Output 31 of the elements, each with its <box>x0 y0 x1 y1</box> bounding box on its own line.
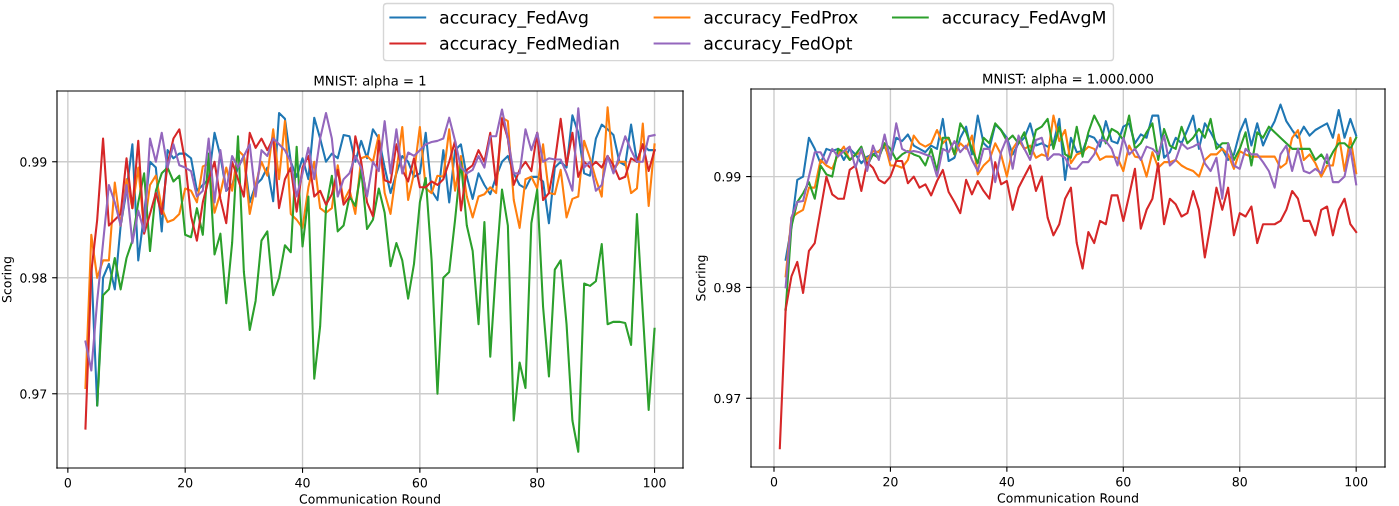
x-axis-title: Communication Round <box>299 493 440 504</box>
chart-title: MNIST: alpha = 1.000.000 <box>983 73 1154 87</box>
x-tick-label: 80 <box>1232 476 1247 487</box>
legend-label: accuracy_FedOpt <box>704 36 853 54</box>
chart-title: MNIST: alpha = 1 <box>314 75 426 89</box>
x-tick-label: 100 <box>643 477 666 488</box>
x-tick-label: 0 <box>64 477 71 488</box>
x-tick-label: 0 <box>770 476 778 487</box>
x-tick-label: 20 <box>178 477 193 488</box>
x-tick-label: 100 <box>1345 476 1368 487</box>
y-tick-label: 0.99 <box>20 157 47 167</box>
y-tick-label: 0.98 <box>20 273 47 283</box>
x-axis-title: Communication Round <box>997 492 1138 503</box>
line-series <box>778 160 1358 450</box>
x-tick-label: 40 <box>295 477 310 488</box>
line-series <box>784 103 1358 261</box>
x-tick-label: 40 <box>999 476 1014 487</box>
y-tick-label: 0.98 <box>714 282 741 293</box>
x-tick-label: 80 <box>530 477 545 488</box>
y-tick-label: 0.97 <box>714 393 741 404</box>
y-axis-title: Scoring <box>695 255 708 301</box>
legend-label: accuracy_FedAvg <box>440 10 588 28</box>
x-tick-label: 60 <box>1116 476 1131 487</box>
y-tick-label: 0.99 <box>714 172 741 182</box>
y-tick-label: 0.97 <box>20 389 47 399</box>
legend-label: accuracy_FedProx <box>704 10 858 28</box>
x-tick-label: 20 <box>883 476 898 487</box>
legend-label: accuracy_FedAvgM <box>942 10 1105 28</box>
legend-label: accuracy_FedMedian <box>440 36 619 54</box>
y-axis-title: Scoring <box>1 257 14 303</box>
x-tick-label: 60 <box>412 477 427 488</box>
